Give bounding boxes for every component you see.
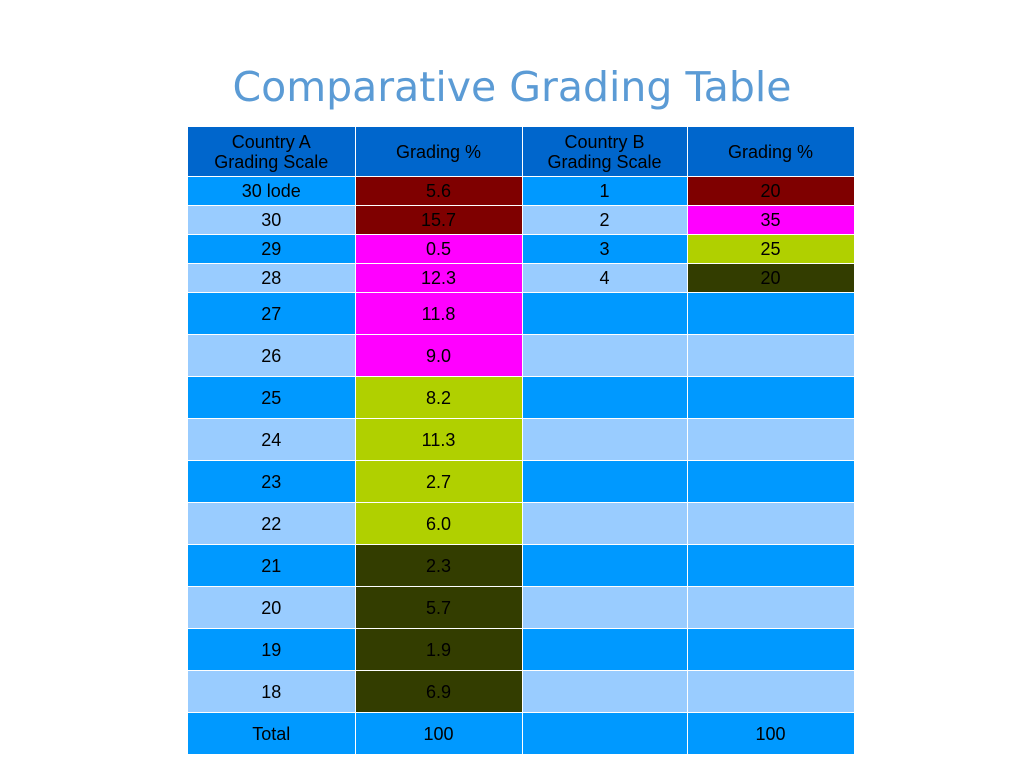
header-country-b-pct: Grading % — [687, 127, 855, 177]
table-row: 29 0.5 3 25 — [188, 234, 855, 264]
header-country-b-scale: Country B Grading Scale — [522, 127, 688, 177]
b-pct-cell: 20 — [687, 263, 855, 293]
total-row: Total 100 100 — [188, 712, 855, 755]
table-row: 30 lode 5.6 1 20 — [188, 176, 855, 206]
b-pct-cell — [687, 502, 855, 545]
table-row: 19 1.9 — [188, 628, 855, 671]
total-b-pct-cell: 100 — [687, 712, 855, 755]
b-grade-cell: 3 — [522, 234, 688, 264]
b-pct-cell — [687, 334, 855, 377]
table-row: 20 5.7 — [188, 586, 855, 629]
a-pct-cell: 11.3 — [355, 418, 523, 461]
b-grade-cell — [522, 376, 688, 419]
a-grade-cell: 30 lode — [188, 176, 356, 206]
a-grade-cell: 21 — [188, 544, 356, 587]
total-label-cell: Total — [188, 712, 356, 755]
b-pct-cell — [687, 670, 855, 713]
b-grade-cell — [522, 544, 688, 587]
a-pct-cell: 6.9 — [355, 670, 523, 713]
page-title: Comparative Grading Table — [232, 63, 792, 111]
a-pct-cell: 5.6 — [355, 176, 523, 206]
header-row: Country A Grading Scale Grading % Countr… — [188, 127, 855, 177]
table-row: 30 15.7 2 35 — [188, 205, 855, 235]
a-grade-cell: 22 — [188, 502, 356, 545]
table-row: 21 2.3 — [188, 544, 855, 587]
b-grade-cell — [522, 334, 688, 377]
total-b-grade-cell — [522, 712, 688, 755]
table-row: 26 9.0 — [188, 334, 855, 377]
a-grade-cell: 20 — [188, 586, 356, 629]
b-pct-cell: 20 — [687, 176, 855, 206]
table-row: 27 11.8 — [188, 292, 855, 335]
b-pct-cell — [687, 460, 855, 503]
a-grade-cell: 26 — [188, 334, 356, 377]
a-grade-cell: 18 — [188, 670, 356, 713]
a-pct-cell: 2.7 — [355, 460, 523, 503]
a-pct-cell: 5.7 — [355, 586, 523, 629]
table-row: 23 2.7 — [188, 460, 855, 503]
b-pct-cell — [687, 544, 855, 587]
table-row: 25 8.2 — [188, 376, 855, 419]
b-grade-cell — [522, 418, 688, 461]
b-pct-cell: 25 — [687, 234, 855, 264]
table-row: 28 12.3 4 20 — [188, 263, 855, 293]
a-grade-cell: 30 — [188, 205, 356, 235]
b-pct-cell: 35 — [687, 205, 855, 235]
a-pct-cell: 8.2 — [355, 376, 523, 419]
header-country-a-pct: Grading % — [355, 127, 523, 177]
header-country-a-scale: Country A Grading Scale — [188, 127, 356, 177]
b-pct-cell — [687, 376, 855, 419]
table-row: 24 11.3 — [188, 418, 855, 461]
b-grade-cell — [522, 586, 688, 629]
b-pct-cell — [687, 418, 855, 461]
a-grade-cell: 24 — [188, 418, 356, 461]
a-grade-cell: 19 — [188, 628, 356, 671]
a-pct-cell: 15.7 — [355, 205, 523, 235]
b-grade-cell: 2 — [522, 205, 688, 235]
a-pct-cell: 6.0 — [355, 502, 523, 545]
a-grade-cell: 23 — [188, 460, 356, 503]
b-pct-cell — [687, 586, 855, 629]
a-grade-cell: 28 — [188, 263, 356, 293]
a-pct-cell: 2.3 — [355, 544, 523, 587]
a-pct-cell: 9.0 — [355, 334, 523, 377]
grading-table: Country A Grading Scale Grading % Countr… — [188, 127, 855, 755]
b-grade-cell: 1 — [522, 176, 688, 206]
a-pct-cell: 0.5 — [355, 234, 523, 264]
b-grade-cell — [522, 628, 688, 671]
a-grade-cell: 29 — [188, 234, 356, 264]
total-a-pct-cell: 100 — [355, 712, 523, 755]
b-grade-cell — [522, 460, 688, 503]
a-pct-cell: 11.8 — [355, 292, 523, 335]
table-row: 18 6.9 — [188, 670, 855, 713]
a-pct-cell: 1.9 — [355, 628, 523, 671]
b-pct-cell — [687, 292, 855, 335]
b-grade-cell: 4 — [522, 263, 688, 293]
a-grade-cell: 27 — [188, 292, 356, 335]
a-grade-cell: 25 — [188, 376, 356, 419]
b-grade-cell — [522, 292, 688, 335]
b-grade-cell — [522, 670, 688, 713]
b-grade-cell — [522, 502, 688, 545]
table-row: 22 6.0 — [188, 502, 855, 545]
a-pct-cell: 12.3 — [355, 263, 523, 293]
b-pct-cell — [687, 628, 855, 671]
